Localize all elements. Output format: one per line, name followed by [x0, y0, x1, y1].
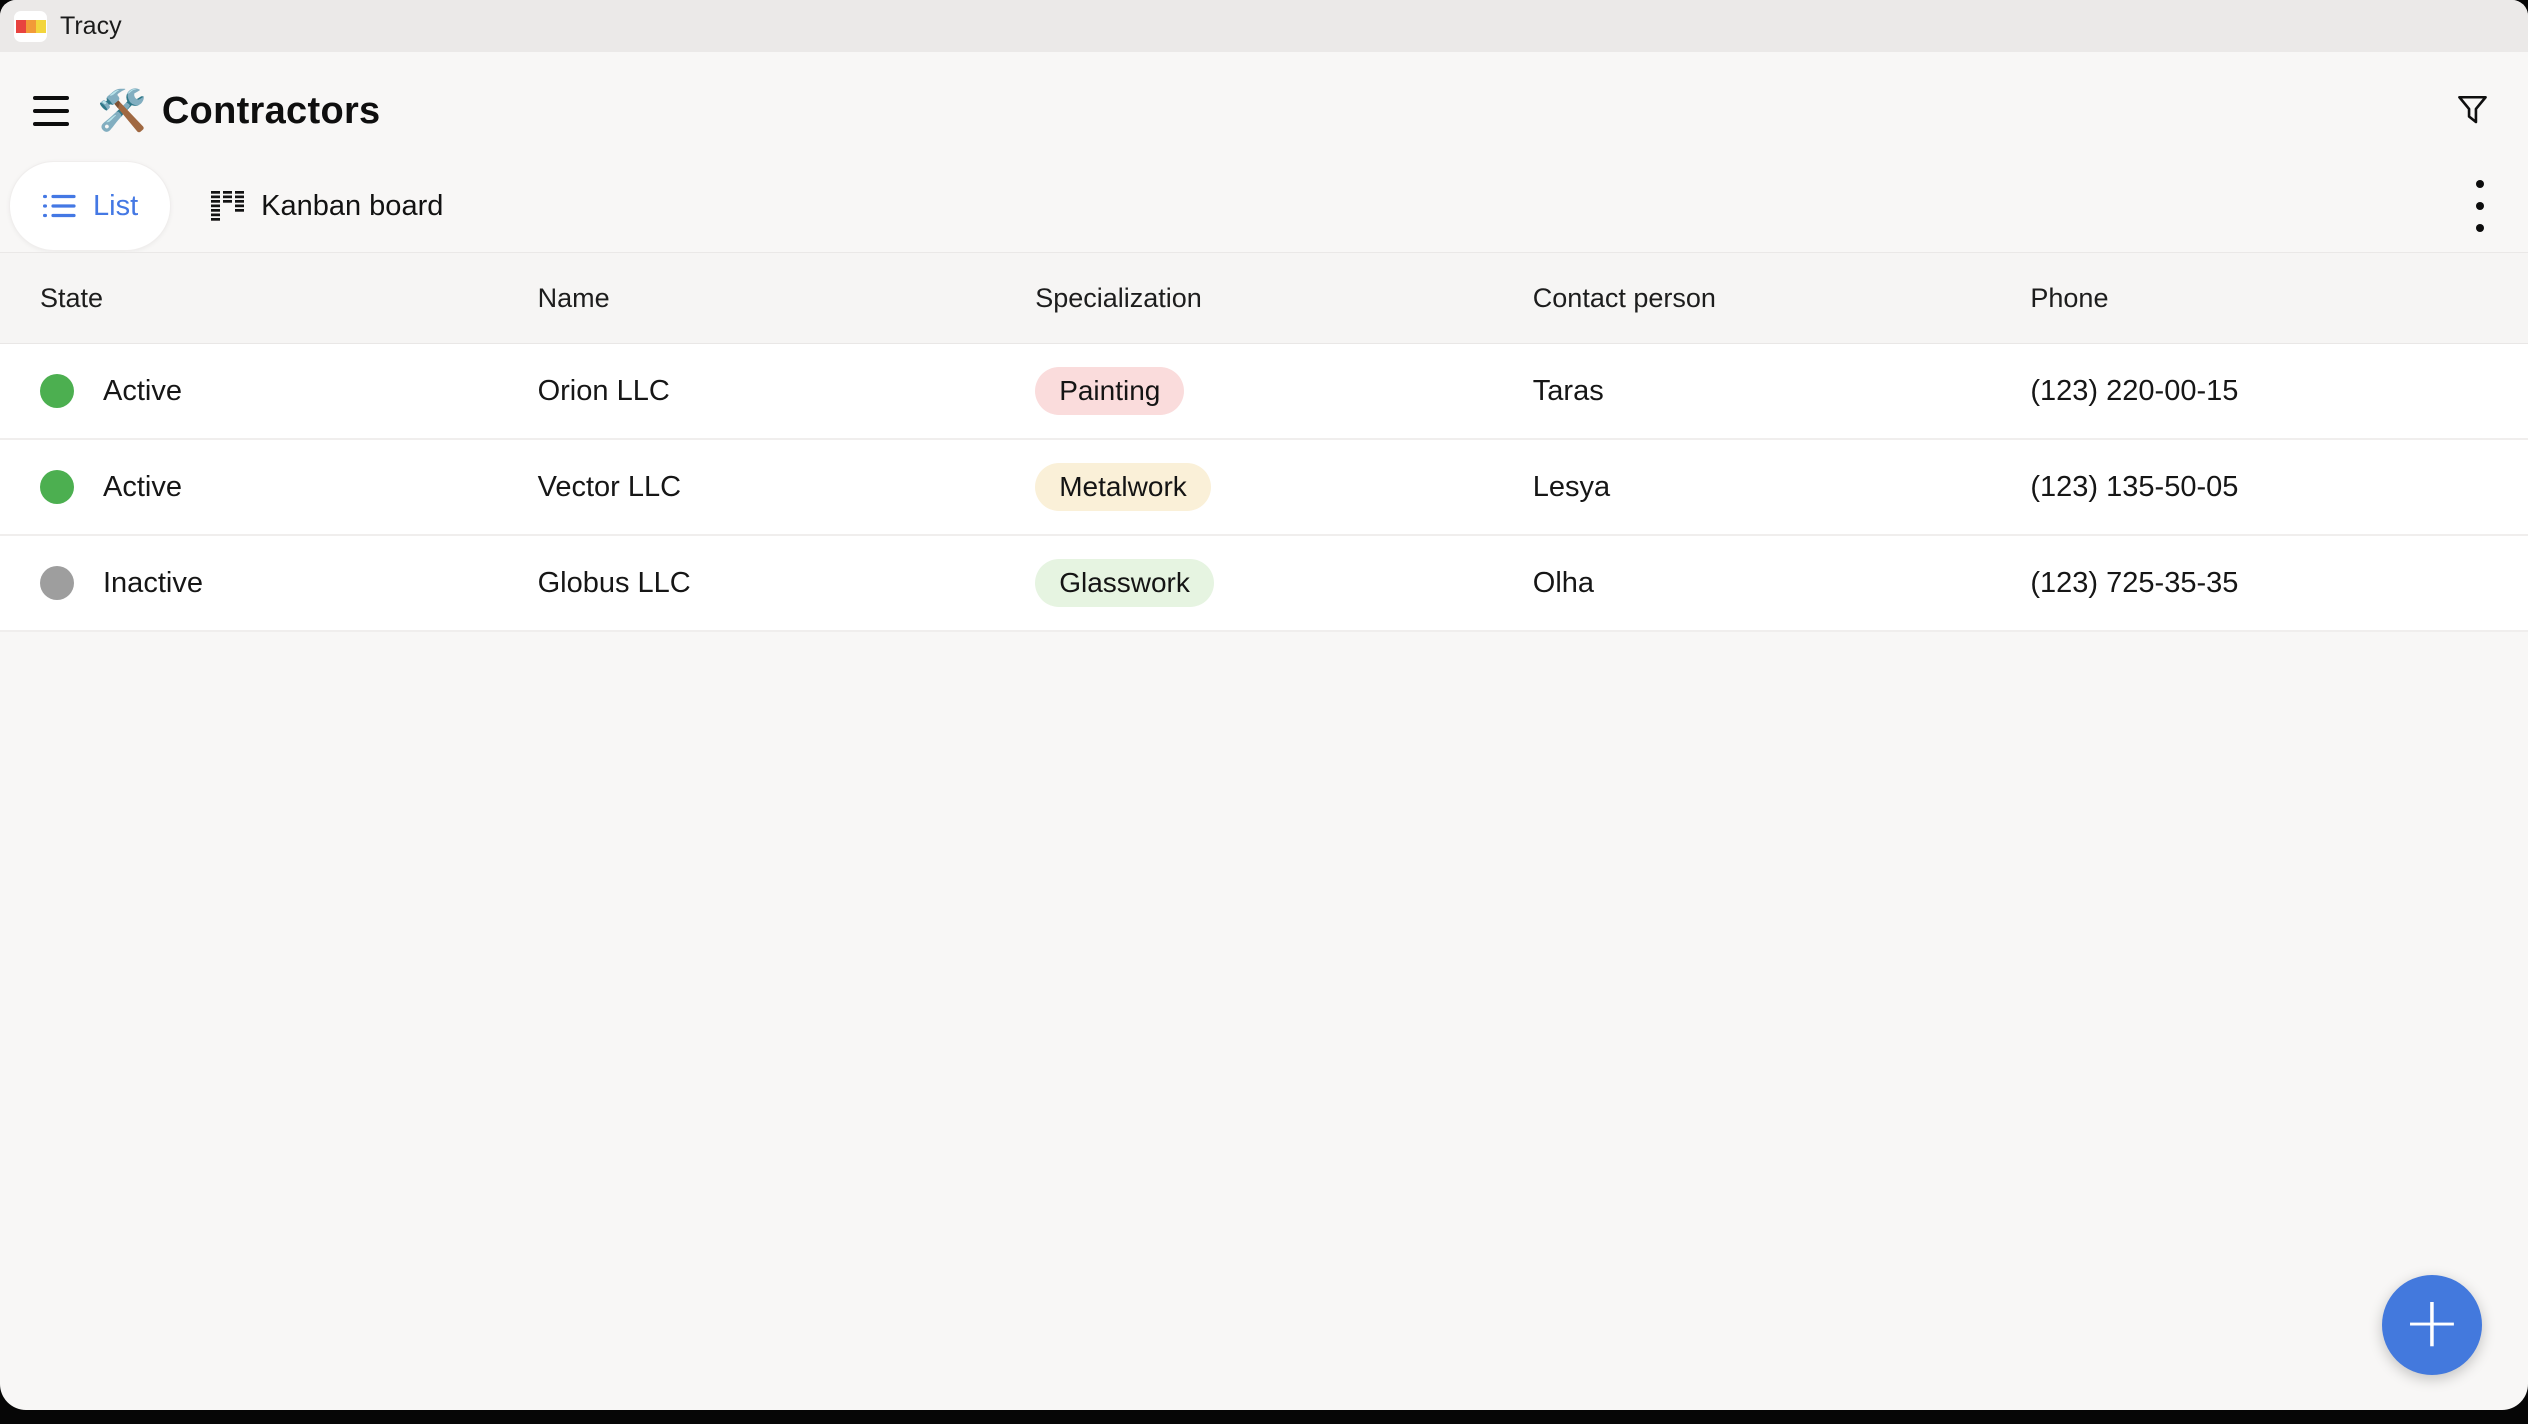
- state-cell: Inactive: [40, 566, 538, 600]
- tracy-favicon-icon: [14, 10, 47, 42]
- tab-kanban-label: Kanban board: [261, 189, 444, 222]
- phone-cell: (123) 220-00-15: [2030, 374, 2239, 407]
- specialization-badge: Glasswork: [1035, 559, 1214, 607]
- contact-person-cell: Taras: [1532, 374, 1604, 407]
- funnel-icon: [2457, 95, 2487, 124]
- plus-icon: +: [2402, 1281, 2462, 1363]
- specialization-badge: Painting: [1035, 367, 1185, 415]
- status-dot: [40, 374, 74, 408]
- specialization-badge: Metalwork: [1035, 463, 1211, 511]
- tab-list[interactable]: List: [9, 161, 172, 251]
- tab-list-label: List: [93, 189, 139, 222]
- favicon-orange-square: [25, 19, 36, 33]
- state-cell: Active: [40, 374, 538, 408]
- state-label: Inactive: [103, 566, 203, 599]
- hammer-wrench-icon: 🛠️: [97, 89, 147, 133]
- browser-titlebar: Tracy: [0, 0, 2528, 52]
- status-dot: [40, 470, 74, 504]
- page-title: Contractors: [161, 89, 381, 132]
- hamburger-bar: [33, 122, 69, 126]
- list-icon: [42, 194, 76, 218]
- kebab-dot: [2476, 224, 2484, 232]
- status-dot: [40, 566, 74, 600]
- table-header-row: State Name Specialization Contact person…: [0, 252, 2528, 344]
- specialization-cell: Glasswork: [1035, 559, 1533, 607]
- more-options-button[interactable]: [2470, 174, 2490, 238]
- name-cell: Vector LLC: [537, 470, 682, 503]
- kebab-dot: [2476, 202, 2484, 210]
- empty-area: [0, 632, 2528, 1410]
- name-cell: Orion LLC: [537, 374, 670, 407]
- column-header-state: State: [40, 282, 104, 313]
- hamburger-menu-icon[interactable]: [33, 96, 69, 126]
- column-header-contact-person: Contact person: [1532, 282, 1716, 313]
- name-cell: Globus LLC: [537, 566, 691, 599]
- page-header: 🛠️ Contractors: [0, 52, 2528, 160]
- view-tabs: List: [0, 160, 2528, 252]
- add-contractor-button[interactable]: +: [2382, 1275, 2482, 1375]
- table-row[interactable]: Active Orion LLC Painting Taras (123) 22…: [0, 344, 2528, 440]
- column-header-name: Name: [537, 282, 610, 313]
- kanban-icon: [211, 191, 245, 221]
- state-label: Active: [103, 470, 182, 503]
- column-header-phone: Phone: [2030, 282, 2109, 313]
- filter-button[interactable]: [2452, 91, 2492, 131]
- tab-kanban-board[interactable]: Kanban board: [211, 190, 443, 223]
- kebab-dot: [2476, 180, 2484, 188]
- column-header-specialization: Specialization: [1035, 282, 1202, 313]
- favicon-yellow-square: [35, 19, 46, 33]
- table-row[interactable]: Active Vector LLC Metalwork Lesya (123) …: [0, 440, 2528, 536]
- hamburger-bar: [33, 109, 69, 113]
- table-row[interactable]: Inactive Globus LLC Glasswork Olha (123)…: [0, 536, 2528, 632]
- specialization-cell: Metalwork: [1035, 463, 1533, 511]
- contact-person-cell: Olha: [1532, 566, 1595, 599]
- phone-cell: (123) 135-50-05: [2030, 470, 2239, 503]
- app-name: Tracy: [60, 11, 122, 40]
- hamburger-bar: [33, 96, 69, 100]
- state-cell: Active: [40, 470, 538, 504]
- specialization-cell: Painting: [1035, 367, 1533, 415]
- phone-cell: (123) 725-35-35: [2030, 566, 2239, 599]
- contact-person-cell: Lesya: [1532, 470, 1611, 503]
- favicon-red-square: [15, 19, 26, 33]
- state-label: Active: [103, 374, 182, 407]
